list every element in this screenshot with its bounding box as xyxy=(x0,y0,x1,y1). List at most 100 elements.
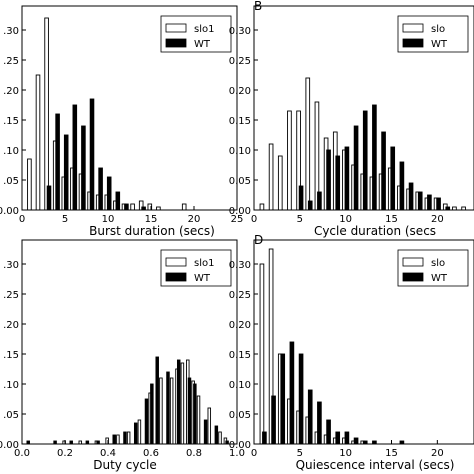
plot-frame xyxy=(21,239,238,445)
slo1-bar xyxy=(207,407,212,445)
wt-bar xyxy=(124,203,129,211)
slo1-bar xyxy=(130,203,135,211)
y-tick-label: .25 xyxy=(3,290,19,301)
legend-label: slo1 xyxy=(194,258,214,269)
y-tick-label: .15 xyxy=(3,116,19,127)
wt-bar xyxy=(187,377,192,445)
slo1-bar xyxy=(159,377,163,445)
slo1-bar xyxy=(137,419,142,445)
wt-bar xyxy=(280,353,286,445)
legend-label: slo xyxy=(431,24,445,35)
y-tick-label: .30 xyxy=(3,26,19,37)
plot-frame xyxy=(253,239,474,445)
y-tick-label: 0.30 xyxy=(229,260,251,271)
legend-swatch-wt xyxy=(165,272,187,282)
legend-label: slo xyxy=(431,258,445,269)
x-axis-label: Duty cycle xyxy=(93,458,156,472)
panel-4: 0.30 0.25 0.20 0.15 0.10 0.05 0.000 5 10 15 20Quie… xyxy=(229,233,474,472)
x-tick-label: 0 xyxy=(251,448,257,459)
legend-swatch-slo1 xyxy=(165,23,187,33)
slo1-bar xyxy=(35,74,41,211)
y-tick-label: 0.10 xyxy=(229,380,251,391)
wt-bar xyxy=(72,104,78,211)
panel-2: 0.30 0.25 0.20 0.15 0.10 0.05 0.000 5 10 15 20Cycl… xyxy=(229,0,474,238)
slo1-bar xyxy=(305,77,311,211)
y-tick-label: .25 xyxy=(3,56,19,67)
x-tick-label: 15 xyxy=(385,214,398,225)
wt-bar xyxy=(214,425,219,445)
wt-bar xyxy=(203,419,208,445)
slo1-bar xyxy=(116,434,120,445)
y-tick-label: 0.25 xyxy=(229,56,251,67)
slo1-bar xyxy=(287,110,292,211)
wt-bar xyxy=(326,149,331,211)
wt-bar xyxy=(372,104,377,211)
legend-swatch-wt xyxy=(402,38,424,48)
plot-frame xyxy=(253,5,474,211)
wt-bar xyxy=(399,161,405,211)
y-tick-label: 0.20 xyxy=(229,86,251,97)
x-tick-label: 0 xyxy=(251,214,257,225)
y-tick-label: 0.05 xyxy=(229,176,251,187)
wt-bar xyxy=(155,356,159,445)
x-tick-label: 25 xyxy=(231,214,244,225)
wt-bar xyxy=(55,113,60,211)
x-tick-label: 20 xyxy=(188,214,201,225)
y-tick-label: 0.00 xyxy=(229,206,251,217)
slo1-bar xyxy=(180,362,185,445)
x-axis-label: Burst duration (secs) xyxy=(89,224,215,238)
wt-bar xyxy=(289,341,295,445)
wt-bar xyxy=(89,98,95,211)
x-tick-label: 10 xyxy=(102,214,115,225)
legend: slo WT xyxy=(397,249,469,287)
y-tick-label: 0.00 xyxy=(0,206,19,217)
x-tick-label: 10 xyxy=(339,448,352,459)
panel-1: .30 .25 .20 .15 .10 .05 0.000 5 10 15 20 25 Burst du… xyxy=(0,5,244,238)
wt-bar xyxy=(408,182,414,211)
legend-label: WT xyxy=(194,273,211,284)
y-tick-label: 0.25 xyxy=(229,290,251,301)
x-tick-label: 0.0 xyxy=(14,448,30,459)
legend: slo WT xyxy=(397,15,469,53)
y-tick-label: 0.10 xyxy=(229,146,251,157)
y-tick-label: 0.05 xyxy=(229,410,251,421)
wt-bar xyxy=(98,167,103,211)
x-axis-label: Quiescence interval (secs) xyxy=(296,458,455,472)
panel-letter: B xyxy=(254,0,262,13)
wt-bar xyxy=(166,371,170,445)
legend-swatch-wt xyxy=(165,38,187,48)
x-tick-label: 5 xyxy=(62,214,68,225)
wt-bar xyxy=(344,146,350,211)
wt-bar xyxy=(317,401,322,445)
wt-bar xyxy=(362,110,368,211)
wt-bar xyxy=(133,422,138,445)
y-tick-label: .05 xyxy=(3,410,19,421)
wt-bar xyxy=(307,200,313,211)
wt-bar xyxy=(335,155,341,211)
wt-bar xyxy=(298,353,304,445)
legend: slo1 WT xyxy=(160,15,232,53)
slo1-bar xyxy=(259,263,265,445)
legend-swatch-wt xyxy=(402,272,424,282)
y-tick-label: .15 xyxy=(3,350,19,361)
wt-bar xyxy=(262,431,267,445)
legend-swatch-slo1 xyxy=(165,257,187,267)
y-tick-label: .10 xyxy=(3,146,19,157)
wt-bar xyxy=(326,419,331,445)
wt-bar xyxy=(115,191,121,211)
y-tick-label: .20 xyxy=(3,320,19,331)
x-tick-label: 1.0 xyxy=(229,448,245,459)
legend-swatch-slo1 xyxy=(402,257,424,267)
wt-bar xyxy=(427,194,432,211)
wt-bar xyxy=(144,398,149,445)
slo1-bar xyxy=(27,158,32,211)
wt-bar xyxy=(112,434,116,445)
x-tick-label: 0 xyxy=(19,214,25,225)
y-tick-label: 0.00 xyxy=(0,440,19,451)
wt-bar xyxy=(150,383,154,445)
x-tick-label: 20 xyxy=(431,214,444,225)
plot-frame xyxy=(21,5,238,211)
slo1-bar xyxy=(44,17,49,211)
wt-bar xyxy=(390,146,396,211)
